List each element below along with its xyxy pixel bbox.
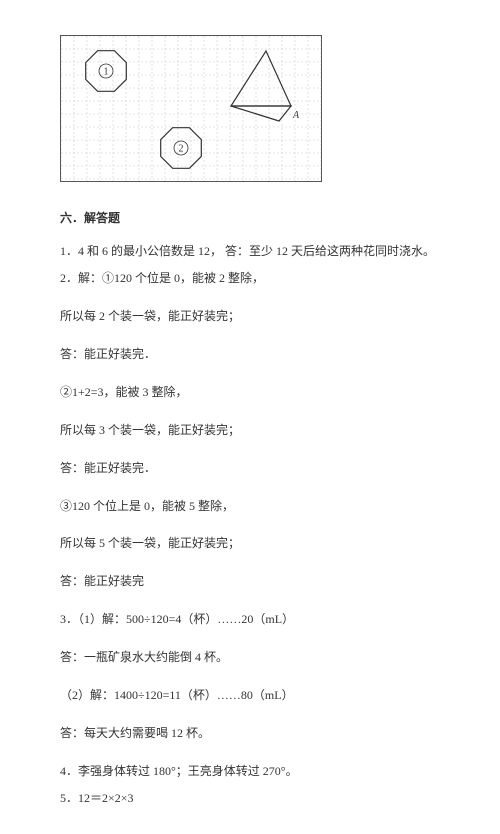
answer-line (60, 369, 440, 376)
answer-line: 答：一瓶矿泉水大约能倒 4 杯。 (60, 646, 440, 669)
answer-line (60, 483, 440, 490)
answer-line: 答：能正好装完． (60, 343, 440, 366)
answer-line (60, 407, 440, 414)
answer-line: 2．解：①120 个位是 0，能被 2 整除， (60, 267, 440, 290)
answer-lines: 1．4 和 6 的最小公倍数是 12， 答：至少 12 天后给这两种花同时浇水。… (60, 240, 440, 810)
svg-text:2: 2 (179, 144, 184, 155)
page: 1 2 A 六．解答题 1．4 和 6 的最小公倍数是 12， 答：至少 12 天后… (0, 0, 500, 834)
answer-line: 3．（1）解：500÷120=4（杯）……20（mL） (60, 608, 440, 631)
answer-line: 所以每 3 个装一袋，能正好装完； (60, 419, 440, 442)
answer-line (60, 521, 440, 528)
diagram-svg: 1 2 A (61, 36, 321, 181)
answer-line: 所以每 5 个装一袋，能正好装完； (60, 532, 440, 555)
section-title: 六．解答题 (60, 207, 440, 230)
answer-line (60, 293, 440, 300)
answer-line: 答：能正好装完． (60, 457, 440, 480)
answer-line: ②1+2=3，能被 3 整除， (60, 381, 440, 404)
answer-line (60, 673, 440, 680)
answer-line (60, 559, 440, 566)
answer-line: 所以每 2 个装一袋，能正好装完； (60, 305, 440, 328)
answer-line: 5．12＝2×2×3 (60, 787, 440, 810)
svg-text:1: 1 (104, 67, 109, 78)
answer-line: （2）解：1400÷120=11（杯）……80（mL） (60, 684, 440, 707)
answer-line (60, 635, 440, 642)
answer-line (60, 597, 440, 604)
answer-line (60, 445, 440, 452)
answer-line: ③120 个位上是 0，能被 5 整除， (60, 495, 440, 518)
answer-line (60, 749, 440, 756)
geometry-diagram: 1 2 A (60, 35, 322, 182)
answer-line: 4．李强身体转过 180°；王亮身体转过 270°。 (60, 760, 440, 783)
answer-line: 1．4 和 6 的最小公倍数是 12， 答：至少 12 天后给这两种花同时浇水。 (60, 240, 440, 263)
answer-line (60, 711, 440, 718)
svg-text:A: A (292, 110, 300, 121)
answer-line (60, 331, 440, 338)
answer-line: 答：能正好装完 (60, 570, 440, 593)
answer-line: 答：每天大约需要喝 12 杯。 (60, 722, 440, 745)
